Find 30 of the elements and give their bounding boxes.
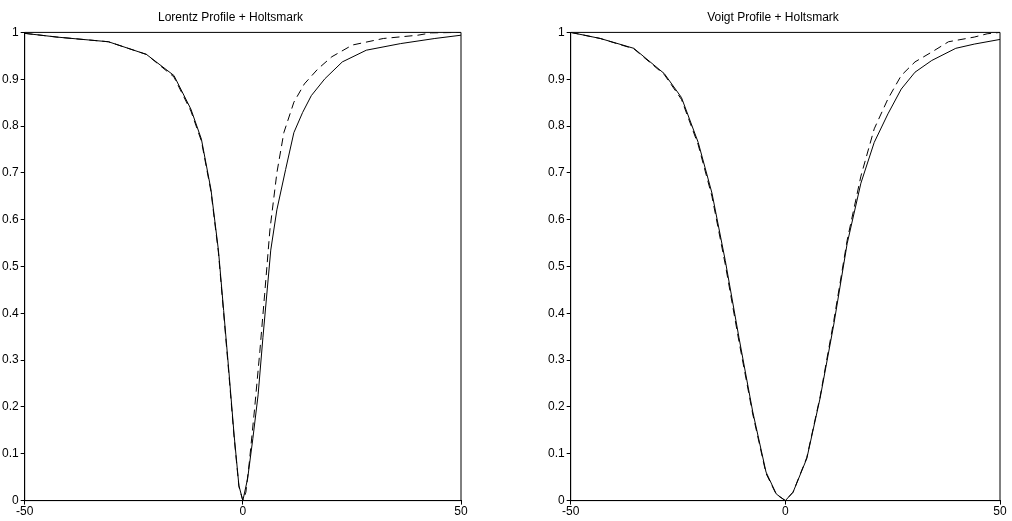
y-tick-label: 0.8 bbox=[547, 118, 565, 133]
y-tick-label: 0.6 bbox=[1, 211, 19, 226]
y-tick-label: 0.9 bbox=[1, 71, 19, 86]
y-tick-label: 0.9 bbox=[547, 71, 565, 86]
y-tick-label: 0.4 bbox=[547, 305, 565, 320]
y-tick-label: 0.8 bbox=[1, 118, 19, 133]
x-tick-label: 0 bbox=[239, 504, 247, 519]
y-tick-label: 0 bbox=[11, 492, 19, 507]
y-tick-label: 0.1 bbox=[547, 446, 565, 461]
chart-title: Lorentz Profile + Holtsmark bbox=[157, 9, 305, 24]
x-tick-label: -50 bbox=[562, 504, 580, 519]
y-tick-label: 0.1 bbox=[1, 446, 19, 461]
y-tick-label: 1 bbox=[11, 24, 19, 39]
x-tick-label: 50 bbox=[454, 504, 468, 519]
y-tick-label: 1 bbox=[557, 24, 565, 39]
y-tick-label: 0.6 bbox=[547, 211, 565, 226]
y-tick-label: 0 bbox=[557, 492, 565, 507]
x-tick-label: 50 bbox=[993, 504, 1007, 519]
x-tick-label: 0 bbox=[782, 504, 789, 519]
y-tick-label: 0.3 bbox=[547, 352, 565, 367]
x-tick-label: -50 bbox=[16, 504, 34, 519]
y-tick-label: 0.2 bbox=[547, 399, 565, 414]
y-tick-label: 0.7 bbox=[547, 165, 565, 180]
y-tick-label: 0.5 bbox=[1, 258, 19, 273]
y-tick-label: 0.4 bbox=[1, 305, 19, 320]
chart-title: Voigt Profile + Holtsmark bbox=[707, 9, 840, 24]
y-tick-label: 0.7 bbox=[1, 165, 19, 180]
y-tick-label: 0.2 bbox=[1, 399, 19, 414]
y-tick-label: 0.3 bbox=[1, 352, 19, 367]
y-tick-label: 0.5 bbox=[547, 258, 565, 273]
